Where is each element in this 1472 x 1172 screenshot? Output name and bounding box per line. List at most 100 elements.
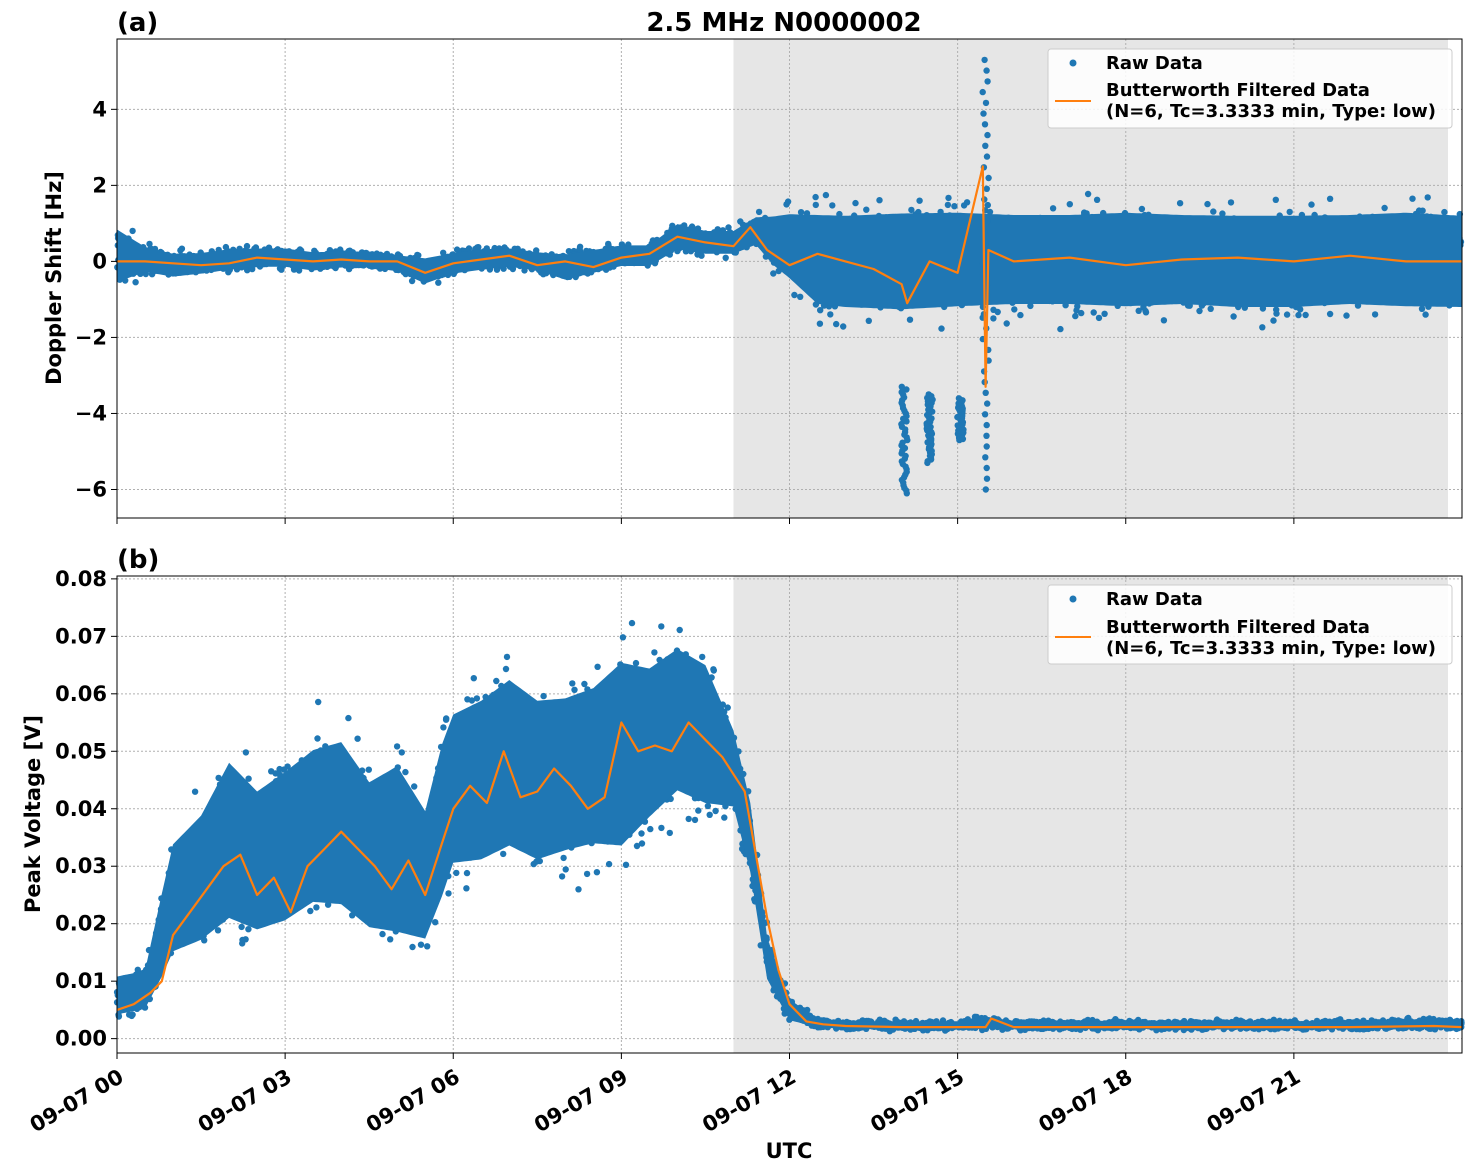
doppler-raw-point [605,240,612,248]
doppler-raw-point [1308,201,1315,208]
voltage-raw-point [712,807,719,815]
doppler-raw-point [295,267,303,274]
voltage-raw-point [445,890,452,897]
doppler-raw-point [1003,320,1010,327]
doppler-raw-point [1090,309,1097,316]
doppler-raw-point [725,224,732,231]
doppler-raw-point [1078,309,1085,317]
doppler-raw-point [1095,314,1103,322]
voltage-raw-point [276,765,283,773]
doppler-y-tick-label: −6 [75,477,107,501]
voltage-raw-point [387,936,394,943]
voltage-raw-point [619,634,627,641]
doppler-raw-point [565,248,573,255]
voltage-raw-point [442,716,450,723]
doppler-raw-spike-point [983,432,990,439]
doppler-raw-spike-point [983,153,991,160]
voltage-raw-point [685,815,692,823]
doppler-raw-point [1084,190,1092,198]
doppler-raw-spike-point [898,389,905,396]
doppler-raw-point [908,206,915,214]
voltage-raw-point [558,873,566,880]
doppler-raw-point [694,251,701,258]
doppler-raw-point [1072,312,1079,320]
doppler-raw-point [822,191,830,199]
doppler-legend-raw-label: Raw Data [1106,53,1203,74]
doppler-raw-point [865,317,872,324]
doppler-filtered-line [117,165,1462,388]
doppler-raw-point [1371,311,1379,318]
doppler-raw-point [833,320,840,328]
voltage-raw-point [440,724,447,731]
doppler-y-axis-label: Doppler Shift [Hz] [42,171,66,385]
doppler-raw-point [1138,205,1146,213]
doppler-raw-point [1273,310,1280,317]
doppler-raw-spike-point [982,486,989,493]
voltage-panel: 0.080.070.060.050.040.030.020.010.0009-0… [21,545,1465,1163]
doppler-raw-point [816,320,824,327]
doppler-raw-point [784,198,792,205]
voltage-raw-point [666,829,673,837]
voltage-raw-point [409,943,416,951]
doppler-raw-spike-point [983,443,990,450]
doppler-raw-point [827,311,834,318]
doppler-raw-point [440,249,447,256]
doppler-raw-spike-point [981,121,989,128]
doppler-raw-point [817,307,824,314]
doppler-raw-point [938,325,945,332]
doppler-raw-point [1326,310,1334,318]
doppler-raw-point [1017,311,1024,319]
voltage-raw-point [605,860,613,868]
voltage-raw-point [594,663,601,670]
doppler-raw-spike-point [925,391,932,398]
doppler-raw-spike-point [898,420,905,428]
voltage-raw-point [721,814,728,821]
voltage-raw-point [633,842,641,850]
doppler-raw-point [1081,209,1088,216]
voltage-raw-point [695,807,702,814]
doppler-raw-spike-point [982,454,989,461]
doppler-raw-point [435,279,442,286]
doppler-raw-point [1230,313,1237,320]
doppler-raw-point [840,323,847,330]
voltage-raw-point [593,869,601,876]
doppler-legend-box [1047,48,1453,129]
voltage-raw-point [463,869,471,877]
doppler-raw-point [1302,311,1309,319]
doppler-raw-point [576,243,584,250]
doppler-raw-point [146,240,153,248]
doppler-raw-spike-point [981,56,988,64]
doppler-raw-point [770,270,777,277]
doppler-raw-point [797,209,805,216]
figure-title: 2.5 MHz N0000002 [646,8,921,38]
doppler-raw-spike-point [899,439,906,446]
doppler-raw-spike-point [979,88,986,96]
doppler-raw-point [863,206,870,213]
doppler-raw-point [963,199,971,206]
doppler-raw-point [132,279,139,286]
doppler-raw-point [986,208,994,216]
voltage-raw-point [540,692,547,700]
doppler-raw-spike-point [981,411,989,418]
doppler-raw-spike-point [984,217,991,225]
voltage-raw-point [402,768,409,776]
doppler-raw-point [945,194,952,202]
doppler-raw-point [791,291,798,299]
doppler-raw-point [243,242,251,250]
doppler-legend-filtered-label-2: (N=6, Tc=3.3333 min, Type: low) [1106,101,1436,122]
voltage-raw-point [398,749,405,756]
doppler-raw-point [278,266,285,273]
voltage-raw-point [622,861,630,868]
voltage-raw-point [493,677,500,685]
doppler-raw-point [1196,307,1203,315]
doppler-raw-spike-point [982,142,989,149]
doppler-raw-spike-point [983,185,990,192]
doppler-legend-filtered-label-1: Butterworth Filtered Data [1106,80,1370,101]
voltage-raw-point [699,653,706,661]
doppler-raw-point [1422,311,1429,318]
doppler-raw-point [812,201,819,209]
doppler-raw-point [797,293,804,300]
doppler-raw-point [1227,199,1235,206]
doppler-raw-spike-point [898,383,905,390]
doppler-raw-point [1135,307,1142,314]
